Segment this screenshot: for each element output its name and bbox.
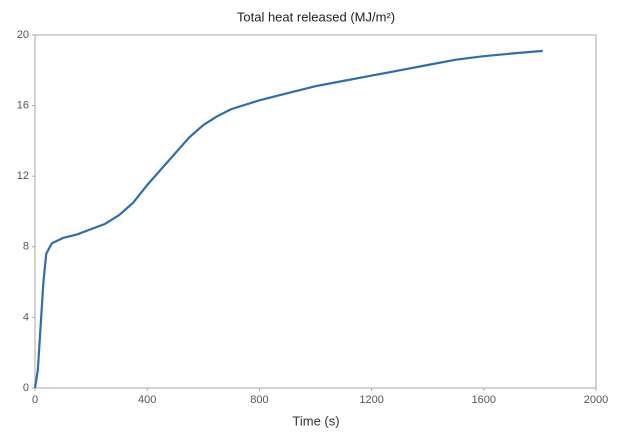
x-tick-label: 1200 xyxy=(359,394,383,406)
y-tick-label: 20 xyxy=(17,29,29,41)
plot-frame xyxy=(34,34,597,389)
x-tick-label: 400 xyxy=(138,394,156,406)
x-tick-label: 2000 xyxy=(584,394,608,406)
x-tick-label: 800 xyxy=(250,394,268,406)
x-axis-label: Time (s) xyxy=(292,413,339,428)
y-tick-label: 4 xyxy=(23,311,29,323)
y-tick-label: 12 xyxy=(17,170,29,182)
y-tick-label: 8 xyxy=(23,241,29,253)
data-line xyxy=(33,49,543,389)
x-tick-label: 0 xyxy=(32,394,38,406)
y-tick-label: 16 xyxy=(17,100,29,112)
x-tick-label: 1600 xyxy=(472,394,496,406)
y-tick-label: 0 xyxy=(23,382,29,394)
chart-title: Total heat released (MJ/m²) xyxy=(237,9,395,24)
